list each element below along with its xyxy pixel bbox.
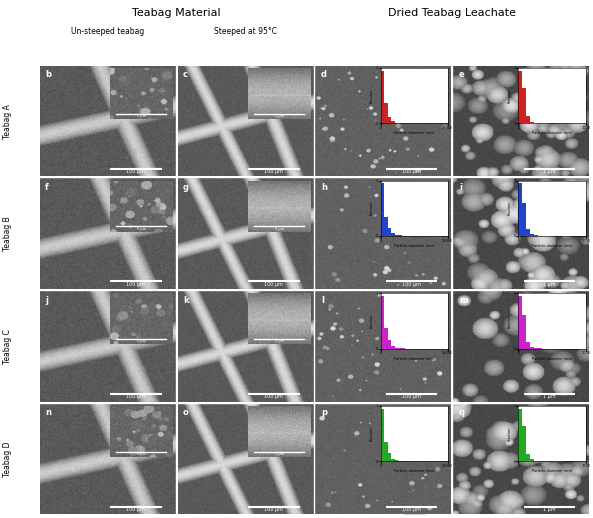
Text: Teabag A: Teabag A [2,104,12,138]
Text: 100 μm: 100 μm [126,395,145,399]
Text: Steeped at 95°C: Steeped at 95°C [214,27,277,36]
Text: l: l [321,296,324,305]
Text: m: m [459,296,467,305]
Text: d: d [321,70,327,79]
Text: 100 μm: 100 μm [264,395,283,399]
Text: 100 μm: 100 μm [402,395,421,399]
Text: 100 μm: 100 μm [264,507,283,512]
Text: b: b [45,70,51,79]
Text: 1 μm: 1 μm [543,507,556,512]
Text: q: q [459,408,465,417]
Text: 100 μm: 100 μm [264,282,283,287]
Text: 100 μm: 100 μm [402,282,421,287]
Text: h: h [321,183,327,192]
Text: g: g [183,183,189,192]
Text: o: o [183,408,189,417]
Text: Dried Teabag Leachate: Dried Teabag Leachate [388,8,516,18]
Text: 100 μm: 100 μm [126,169,145,174]
Text: j: j [45,296,48,305]
Text: 100 μm: 100 μm [264,169,283,174]
Text: Teabag B: Teabag B [2,217,12,251]
Text: 100 μm: 100 μm [402,169,421,174]
Text: e: e [459,70,464,79]
Text: n: n [45,408,51,417]
Text: c: c [183,70,188,79]
Text: i: i [459,183,462,192]
Text: p: p [321,408,327,417]
Text: 众号：香泽六堡: 众号：香泽六堡 [404,510,427,515]
Text: 1 μm: 1 μm [543,169,556,174]
Text: 100 μm: 100 μm [126,507,145,512]
Text: f: f [45,183,49,192]
Text: 100 μm: 100 μm [402,507,421,512]
Text: Teabag D: Teabag D [2,441,12,477]
Text: 100 μm: 100 μm [126,282,145,287]
Text: Teabag C: Teabag C [2,329,12,364]
Text: Teabag Material: Teabag Material [132,8,221,18]
Text: Un-steeped teabag: Un-steeped teabag [71,27,144,36]
Text: 1 μm: 1 μm [543,282,556,287]
Text: 1 μm: 1 μm [543,395,556,399]
Text: k: k [183,296,189,305]
